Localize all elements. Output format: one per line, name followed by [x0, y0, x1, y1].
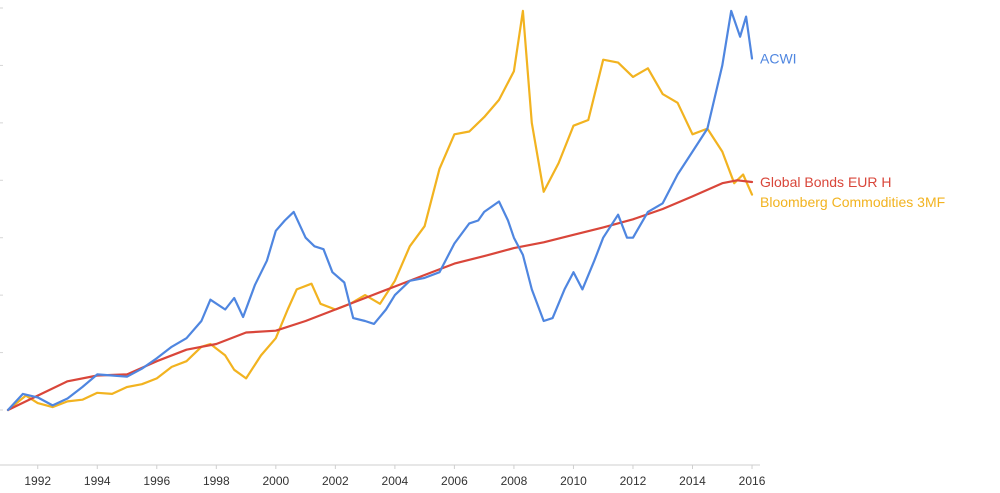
x-tick-label-2012: 2012	[620, 474, 647, 488]
series-line-bloomberg-commodities-3mf	[6, 9, 754, 412]
x-tick-label-2008: 2008	[501, 474, 528, 488]
x-tick-label-1998: 1998	[203, 474, 230, 488]
x-tick-label-2002: 2002	[322, 474, 349, 488]
x-tick-label-2004: 2004	[382, 474, 409, 488]
x-axis: 1992 1994 1996 1998 2000 2002 2004 2006 2008 2010…	[0, 464, 766, 488]
x-tick-label-2006: 2006	[441, 474, 468, 488]
series-label-bloomberg-commodities-3mf: Bloomberg Commodities 3MF	[760, 194, 945, 210]
series-label-global-bonds-eur-h: Global Bonds EUR H	[760, 174, 892, 190]
series-line-global-bonds-eur-h	[6, 179, 754, 412]
y-axis-ticks	[0, 7, 3, 411]
x-tick-label-2000: 2000	[262, 474, 289, 488]
x-tick-label-1996: 1996	[143, 474, 170, 488]
x-tick-label-2014: 2014	[679, 474, 706, 488]
series-labels: ACWI Global Bonds EUR H Bloomberg Commodit…	[760, 51, 945, 210]
x-tick-label-2010: 2010	[560, 474, 587, 488]
series-lines	[6, 9, 754, 412]
series-line-acwi	[6, 9, 754, 412]
x-tick-label-1992: 1992	[24, 474, 51, 488]
x-tick-label-2016: 2016	[739, 474, 766, 488]
x-tick-label-1994: 1994	[84, 474, 111, 488]
series-label-acwi: ACWI	[760, 51, 797, 67]
